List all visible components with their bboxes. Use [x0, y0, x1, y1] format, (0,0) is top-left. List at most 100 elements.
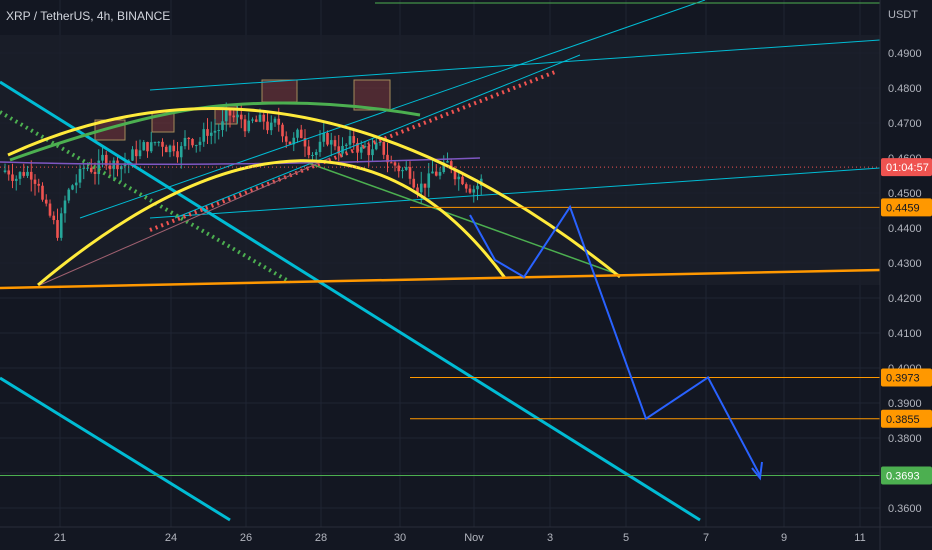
candle-body: [131, 149, 134, 161]
candle-body: [318, 141, 322, 153]
candle-body: [408, 167, 412, 179]
candle-body: [232, 115, 236, 118]
candle-body: [393, 162, 397, 166]
candle-body: [423, 183, 427, 188]
price-tag: [881, 409, 932, 428]
candle-body: [138, 150, 142, 157]
candle-body: [476, 185, 479, 190]
candle-body: [104, 154, 108, 166]
candle-body: [206, 129, 209, 136]
candle-body: [307, 146, 311, 156]
candle-body: [251, 119, 254, 121]
candle-body: [262, 114, 266, 122]
candle-body: [446, 161, 449, 163]
x-tick-label: 26: [240, 532, 252, 544]
y-tick-label: 0.3600: [888, 503, 922, 515]
candle-body: [416, 187, 419, 193]
candle-body: [7, 170, 11, 175]
candle-body: [168, 145, 172, 153]
moving-average-green: [9, 101, 421, 162]
candle-body: [194, 145, 198, 147]
candle-body: [352, 136, 356, 143]
candle-body: [239, 114, 243, 120]
candle-body: [63, 200, 67, 214]
channel-line-lower: [0, 376, 231, 522]
candle-body: [427, 173, 431, 188]
candle-body: [67, 189, 71, 201]
candle-body: [3, 170, 7, 172]
candle-body: [33, 179, 37, 184]
y-tick-label: 0.4900: [888, 48, 922, 60]
candle-body: [277, 118, 281, 125]
candle-body: [401, 169, 404, 172]
candle-body: [341, 145, 344, 154]
zone-box: [261, 79, 298, 103]
candle-body: [191, 138, 194, 146]
candle-body: [344, 144, 348, 146]
candle-body: [359, 147, 363, 153]
candle-body: [329, 140, 333, 145]
candle-body: [472, 189, 476, 193]
candle-body: [93, 171, 97, 175]
candle-body: [374, 142, 378, 150]
y-tick-label: 0.4800: [888, 83, 922, 95]
candle-body: [281, 124, 284, 137]
price-tag-label: 0.3973: [886, 372, 920, 384]
candle-body: [183, 137, 187, 147]
y-tick-label: 0.4100: [888, 328, 922, 340]
candle-body: [142, 142, 146, 151]
time-axis[interactable]: 21 24 26 28 30 Nov 3 5 7 9 11: [0, 526, 932, 544]
candle-body: [371, 149, 374, 156]
candle-body: [273, 118, 277, 123]
projection-path: [469, 204, 761, 476]
candle-body: [41, 185, 44, 200]
candle-body: [464, 184, 468, 189]
y-tick-label: 0.4400: [888, 223, 922, 235]
candle-body: [348, 136, 352, 145]
candle-body: [386, 154, 389, 163]
candle-body: [468, 188, 472, 193]
candle-body: [322, 132, 326, 142]
candle-body: [209, 132, 213, 136]
candle-body: [202, 129, 206, 142]
candle-body: [254, 119, 258, 122]
candle-body: [116, 160, 119, 170]
candle-body: [449, 161, 453, 170]
candle-body: [134, 149, 138, 157]
candle-body: [29, 171, 33, 180]
candle-body: [457, 176, 461, 180]
candle-body: [22, 172, 26, 176]
dotted-trend-green: [0, 110, 292, 284]
candle-body: [101, 154, 104, 161]
candle-body: [82, 167, 86, 169]
price-tag: [881, 198, 932, 217]
candle-body: [299, 129, 303, 139]
candle-body: [303, 138, 307, 147]
candle-body: [149, 142, 153, 152]
candle-body: [243, 119, 247, 132]
candle-body: [71, 185, 74, 190]
candle-body: [119, 166, 123, 170]
candle-body: [404, 167, 408, 170]
candle-body: [453, 169, 457, 180]
candle-body: [11, 174, 14, 181]
projection-arrow-icon: [751, 461, 763, 481]
x-tick-label: 9: [781, 532, 787, 544]
candle-body: [89, 167, 93, 172]
candle-body: [176, 151, 179, 158]
candle-body: [78, 168, 82, 183]
y-tick-label: 0.4300: [888, 258, 922, 270]
x-tick-label: 3: [547, 532, 553, 544]
candle-body: [164, 146, 168, 153]
currency-label: USDT: [888, 9, 918, 21]
candle-body: [247, 120, 251, 132]
candle-body: [97, 160, 101, 175]
price-tag-label: 0.3855: [886, 414, 920, 426]
candle-body: [326, 132, 329, 145]
arc-upper: [7, 107, 621, 279]
x-tick-label: 5: [623, 532, 629, 544]
candle-body: [412, 178, 416, 188]
candle-body: [269, 122, 273, 131]
channel-line-upper: [0, 80, 701, 522]
